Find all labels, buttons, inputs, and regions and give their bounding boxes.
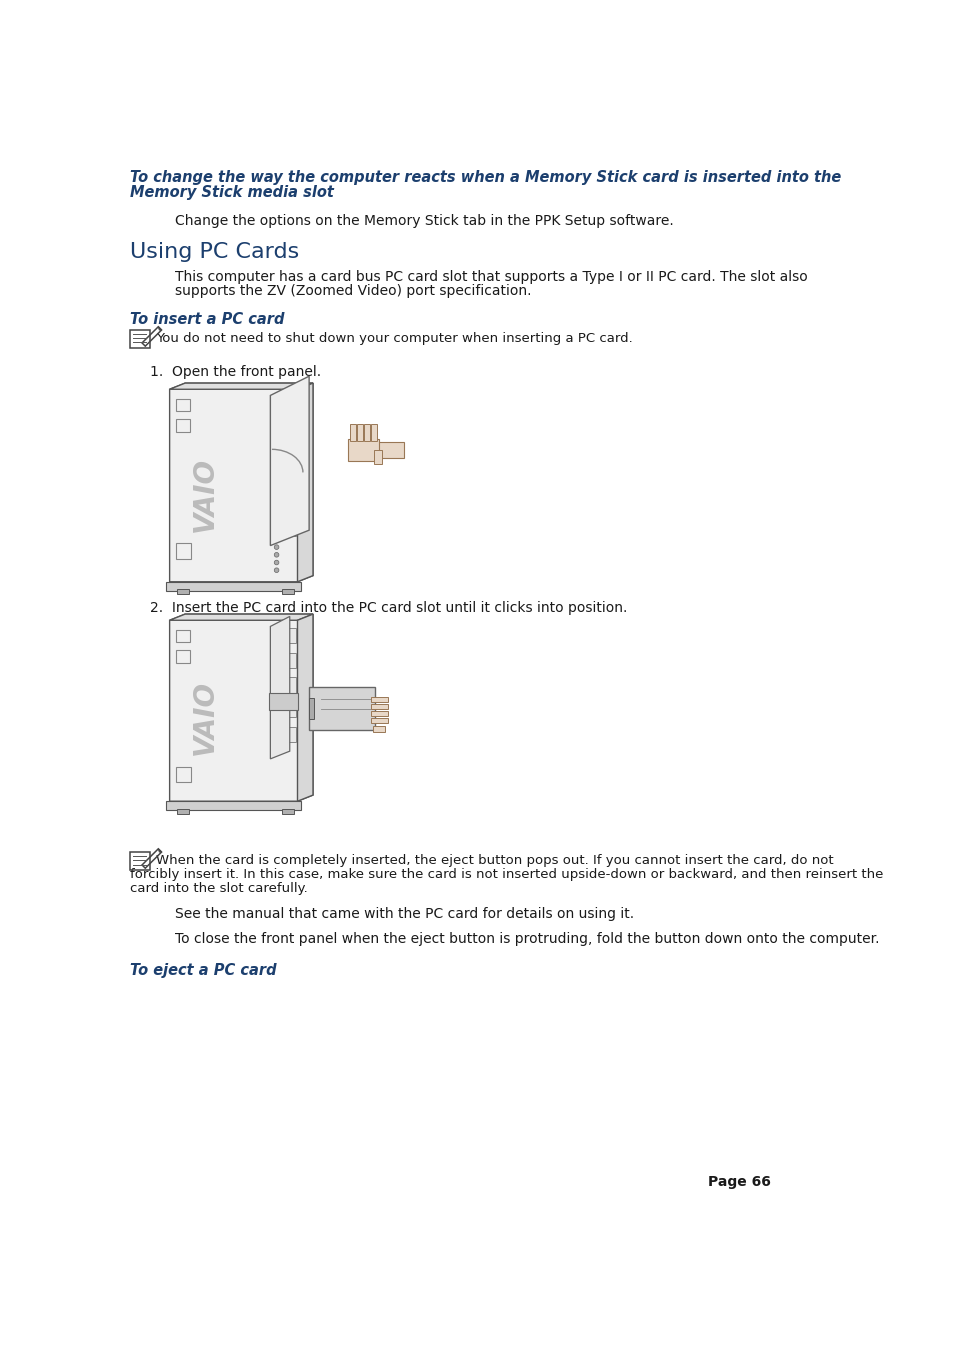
Text: To close the front panel when the eject button is protruding, fold the button do: To close the front panel when the eject … bbox=[174, 932, 879, 946]
Bar bbox=[166, 801, 301, 811]
Bar bbox=[130, 330, 150, 347]
Text: VAIO: VAIO bbox=[191, 457, 218, 532]
Polygon shape bbox=[158, 848, 161, 852]
Bar bbox=[270, 422, 295, 436]
Text: To insert a PC card: To insert a PC card bbox=[130, 312, 284, 327]
Bar bbox=[270, 446, 295, 462]
Bar bbox=[371, 704, 388, 709]
Bar bbox=[130, 852, 150, 870]
Bar bbox=[175, 419, 190, 432]
Bar bbox=[364, 424, 369, 440]
Text: 2.  Insert the PC card into the PC card slot until it clicks into position.: 2. Insert the PC card into the PC card s… bbox=[150, 601, 627, 615]
Bar bbox=[270, 520, 295, 535]
Bar bbox=[175, 399, 190, 411]
Polygon shape bbox=[170, 615, 313, 801]
Circle shape bbox=[274, 561, 278, 565]
Bar bbox=[371, 711, 388, 716]
Bar bbox=[175, 543, 192, 559]
Bar bbox=[175, 630, 190, 642]
Bar bbox=[348, 439, 378, 461]
Polygon shape bbox=[270, 376, 309, 546]
Bar bbox=[371, 424, 376, 440]
Text: This computer has a card bus PC card slot that supports a Type I or II PC card. : This computer has a card bus PC card slo… bbox=[174, 270, 807, 284]
Bar bbox=[356, 424, 362, 440]
Bar bbox=[270, 703, 295, 717]
Text: Using PC Cards: Using PC Cards bbox=[130, 242, 299, 262]
Bar bbox=[282, 809, 294, 813]
Bar bbox=[270, 496, 295, 511]
Bar bbox=[269, 693, 297, 711]
Bar bbox=[309, 698, 314, 719]
Bar bbox=[270, 677, 295, 693]
Text: supports the ZV (Zoomed Video) port specification.: supports the ZV (Zoomed Video) port spec… bbox=[174, 284, 531, 297]
Circle shape bbox=[274, 567, 278, 573]
Text: Memory Stick media slot: Memory Stick media slot bbox=[130, 185, 334, 200]
Bar bbox=[175, 650, 190, 663]
Polygon shape bbox=[170, 384, 313, 389]
Polygon shape bbox=[297, 384, 313, 582]
Text: forcibly insert it. In this case, make sure the card is not inserted upside-down: forcibly insert it. In this case, make s… bbox=[130, 869, 882, 881]
Bar bbox=[177, 809, 189, 813]
Bar bbox=[177, 589, 189, 594]
Polygon shape bbox=[170, 384, 313, 582]
Bar bbox=[175, 766, 192, 782]
Text: card into the slot carefully.: card into the slot carefully. bbox=[130, 882, 308, 896]
Bar bbox=[374, 450, 381, 463]
Polygon shape bbox=[170, 615, 313, 620]
Bar bbox=[350, 424, 355, 440]
Polygon shape bbox=[270, 616, 290, 759]
Bar bbox=[270, 653, 295, 667]
Bar bbox=[309, 688, 375, 730]
Bar bbox=[270, 397, 295, 412]
Text: Change the options on the Memory Stick tab in the PPK Setup software.: Change the options on the Memory Stick t… bbox=[174, 215, 673, 228]
Bar bbox=[377, 442, 404, 458]
Text: When the card is completely inserted, the eject button pops out. If you cannot i: When the card is completely inserted, th… bbox=[156, 854, 833, 867]
Text: 1.  Open the front panel.: 1. Open the front panel. bbox=[150, 365, 321, 380]
Bar bbox=[371, 697, 388, 703]
Text: You do not need to shut down your computer when inserting a PC card.: You do not need to shut down your comput… bbox=[156, 332, 633, 346]
Text: Page 66: Page 66 bbox=[707, 1175, 770, 1189]
Text: To eject a PC card: To eject a PC card bbox=[130, 963, 276, 978]
Circle shape bbox=[274, 553, 278, 557]
Text: See the manual that came with the PC card for details on using it.: See the manual that came with the PC car… bbox=[174, 908, 634, 921]
Text: VAIO: VAIO bbox=[191, 680, 218, 755]
Bar bbox=[282, 589, 294, 594]
Circle shape bbox=[274, 544, 278, 550]
Bar bbox=[373, 725, 385, 732]
Bar bbox=[270, 628, 295, 643]
Polygon shape bbox=[297, 615, 313, 801]
Bar bbox=[270, 727, 295, 742]
Bar bbox=[270, 471, 295, 486]
Bar bbox=[166, 582, 301, 590]
Polygon shape bbox=[158, 327, 161, 330]
Text: To change the way the computer reacts when a Memory Stick card is inserted into : To change the way the computer reacts wh… bbox=[130, 170, 841, 185]
Bar bbox=[371, 717, 388, 723]
